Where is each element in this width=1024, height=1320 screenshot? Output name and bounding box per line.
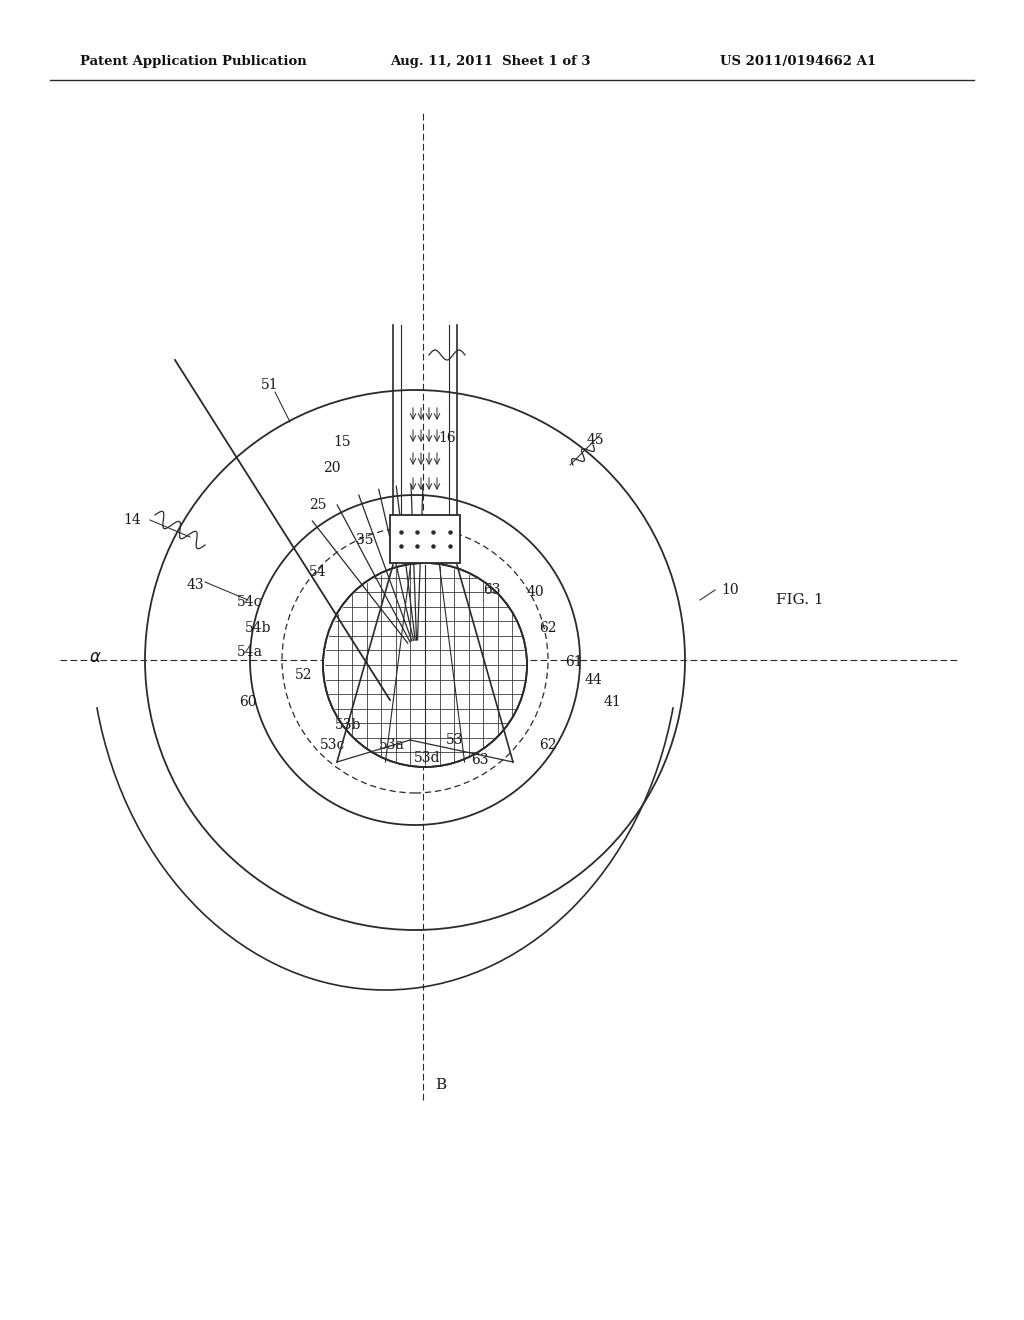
- Text: 53d: 53d: [414, 751, 440, 766]
- Circle shape: [323, 564, 527, 767]
- Text: Aug. 11, 2011  Sheet 1 of 3: Aug. 11, 2011 Sheet 1 of 3: [390, 55, 591, 69]
- Text: 14: 14: [123, 513, 141, 527]
- Text: 62: 62: [540, 738, 557, 752]
- Text: 53: 53: [446, 733, 464, 747]
- Text: 54c: 54c: [238, 595, 263, 609]
- Text: B: B: [435, 1078, 446, 1092]
- Text: 25: 25: [309, 498, 327, 512]
- Text: 53a: 53a: [379, 738, 404, 752]
- Text: 10: 10: [721, 583, 738, 597]
- Text: 62: 62: [540, 620, 557, 635]
- Text: 45: 45: [586, 433, 604, 447]
- Bar: [390, 515, 460, 564]
- Text: 40: 40: [526, 585, 544, 599]
- Text: 51: 51: [261, 378, 279, 392]
- Text: 35: 35: [356, 533, 374, 546]
- Text: 43: 43: [186, 578, 204, 591]
- Text: 60: 60: [240, 696, 257, 709]
- Text: 41: 41: [603, 696, 621, 709]
- Text: 15: 15: [333, 436, 351, 449]
- Text: FIG. 1: FIG. 1: [776, 593, 824, 607]
- Text: 53b: 53b: [335, 718, 361, 733]
- Text: 20: 20: [324, 461, 341, 475]
- Text: 63: 63: [471, 752, 488, 767]
- Text: 61: 61: [565, 655, 583, 669]
- Text: 54a: 54a: [237, 645, 263, 659]
- Text: US 2011/0194662 A1: US 2011/0194662 A1: [720, 55, 877, 69]
- Text: $\alpha$: $\alpha$: [89, 648, 101, 665]
- Text: 16: 16: [438, 432, 456, 445]
- Text: 53c: 53c: [321, 738, 346, 752]
- Text: 54: 54: [309, 565, 327, 579]
- Text: 52: 52: [295, 668, 312, 682]
- Text: 44: 44: [584, 673, 602, 686]
- Text: Patent Application Publication: Patent Application Publication: [80, 55, 307, 69]
- Text: 63: 63: [483, 583, 501, 597]
- Text: 54b: 54b: [245, 620, 271, 635]
